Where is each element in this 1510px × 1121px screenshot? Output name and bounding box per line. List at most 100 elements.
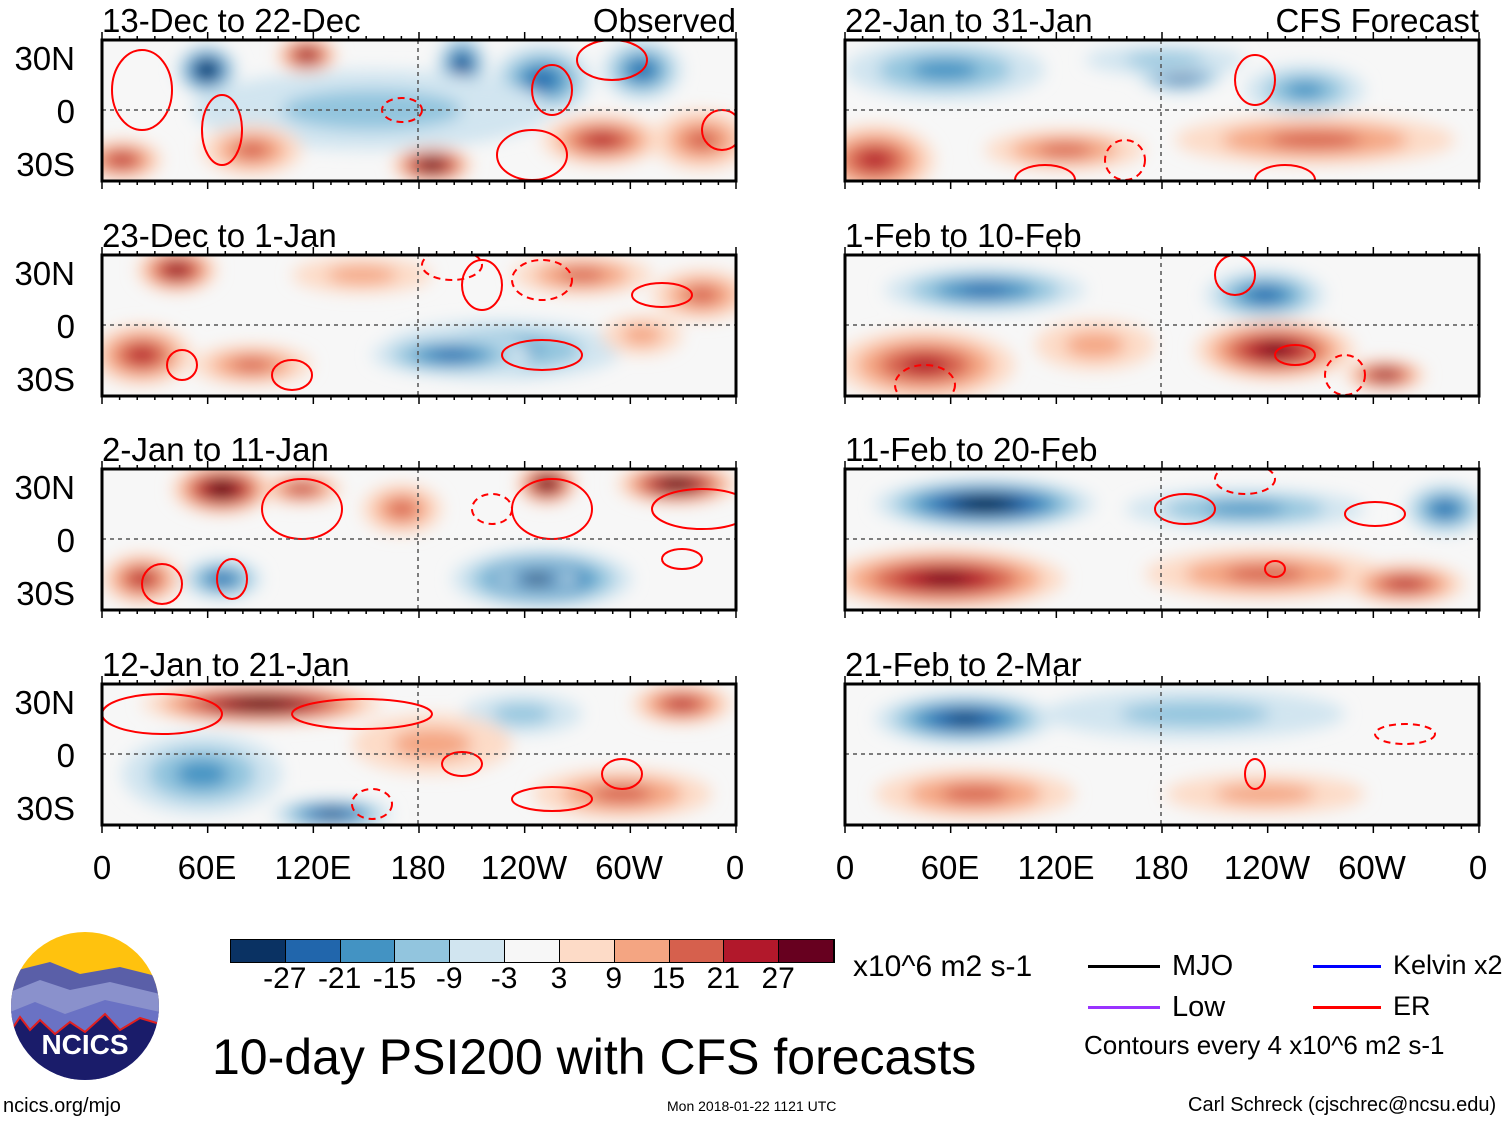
positive-anomaly [327,266,397,284]
lon-tick-label: 0 [92,849,112,886]
positive-anomaly [622,325,662,345]
lat-tick-label: 30S [16,790,75,827]
colorbar-tick-label: -27 [263,962,307,995]
negative-anomaly [492,704,552,724]
map-panel [843,247,1481,404]
colorbar-swatch [450,940,506,962]
colorbar-tick-label: 15 [651,962,686,995]
negative-anomaly [202,65,212,75]
negative-anomaly [1435,502,1455,516]
colorbar-swatch [724,940,780,962]
colorbar-tick-label: 27 [761,962,795,995]
negative-anomaly [530,577,544,581]
panel-title: 11-Feb to 20-Feb [845,431,1098,468]
positive-anomaly [667,480,687,488]
positive-anomaly [592,785,652,803]
lat-tick-label: 30N [14,255,75,292]
er-contour [166,349,198,381]
positive-anomaly [1377,372,1393,378]
lat-tick-label: 0 [56,522,75,559]
legend-kelvin-label: Kelvin x2 [1393,950,1503,980]
positive-anomaly [921,573,969,585]
er-contour [1324,354,1366,396]
panel-title: 13-Dec to 22-Dec [102,2,361,39]
lon-tick-label: 0 [725,849,745,886]
colorbar-tick-label: -15 [372,962,417,995]
negative-anomaly [960,284,1010,296]
colorbar-swatch [779,940,834,962]
er-contour [351,788,393,820]
lat-tick-label: 0 [56,737,75,774]
colorbar-tick-label: 21 [706,962,741,995]
negative-anomaly [320,811,344,817]
er-contour [216,558,248,600]
logo-text: NCICS [41,1029,128,1060]
panel-title: 22-Jan to 31-Jan [845,2,1093,39]
colorbar-tick-label: -21 [317,962,362,995]
er-contour [1154,493,1216,525]
colorbar-tick-label: -9 [435,962,463,995]
negative-anomaly [966,499,1004,509]
panel-title: 12-Jan to 21-Jan [102,646,350,683]
er-contour [511,259,573,301]
positive-anomaly [1215,784,1315,804]
positive-anomaly [587,133,617,147]
map-panel [843,32,1481,189]
negative-anomaly [911,60,979,80]
positive-anomaly [129,347,155,363]
colorbar-swatch [231,940,286,962]
map-panel [100,247,738,404]
map-panel [100,32,738,189]
negative-anomaly [1125,52,1205,68]
colorbar-swatch [395,940,451,962]
positive-anomaly [292,485,312,493]
positive-anomaly [235,141,269,159]
negative-anomaly [432,350,472,360]
lon-tick-label: 60W [1338,849,1406,886]
footer-url[interactable]: ncics.org/mjo [3,1095,121,1117]
negative-anomaly [1120,701,1270,727]
positive-anomaly [112,155,132,165]
er-contour [1274,344,1316,366]
er-contour [1234,54,1276,106]
lon-tick-label: 120E [1017,849,1095,886]
positive-anomaly [392,729,472,759]
lat-tick-label: 30N [14,469,75,506]
er-contour [471,493,513,525]
lon-tick-label: 60E [177,849,237,886]
positive-anomaly [685,130,719,150]
legend-er-label: ER [1393,991,1431,1021]
er-contour [501,339,583,371]
positive-anomaly [1038,143,1092,157]
panel-title: 21-Feb to 2-Mar [845,646,1082,683]
negative-anomaly [282,90,462,130]
er-contour [102,693,223,735]
lat-tick-label: 30N [14,40,75,77]
er-contour [651,488,736,530]
positive-anomaly [1268,131,1362,149]
er-contour [511,786,593,812]
colorbar-swatch [285,940,341,962]
er-contour [441,751,483,777]
panel-title: 23-Dec to 1-Jan [102,217,337,254]
positive-anomaly [1065,332,1125,358]
main-title: 10-day PSI200 with CFS forecasts [212,1029,977,1085]
lon-tick-label: 0 [835,849,855,886]
lat-tick-label: 0 [56,93,75,130]
er-contour [894,364,956,396]
colorbar-swatch [614,940,670,962]
positive-anomaly [301,51,313,59]
panel-title: 2-Jan to 11-Jan [102,431,329,468]
er-contour [576,40,648,81]
map-panel [843,461,1481,618]
lon-tick-label: 120W [480,849,568,886]
colorbar-tick-label: -3 [490,962,518,995]
positive-anomaly [242,700,282,708]
lon-tick-label: 60E [920,849,980,886]
er-contour [1214,255,1256,296]
lon-tick-label: 120W [1223,849,1311,886]
positive-anomaly [213,484,231,494]
lon-tick-label: 120E [274,849,352,886]
legend-er-line [1313,1006,1381,1009]
ncics-logo: NCICS [11,932,159,1080]
